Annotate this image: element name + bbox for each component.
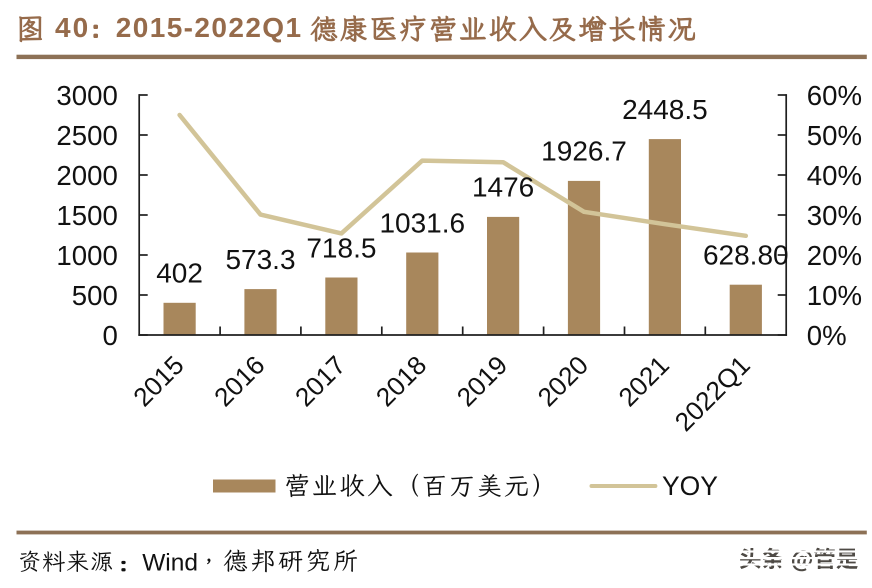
- svg-text:2017: 2017: [289, 350, 351, 412]
- svg-text:10%: 10%: [807, 280, 862, 311]
- svg-text:0%: 0%: [807, 320, 847, 351]
- svg-text:20%: 20%: [807, 240, 862, 271]
- svg-text:1031.6: 1031.6: [379, 207, 465, 238]
- svg-text:3000: 3000: [56, 80, 117, 111]
- svg-text:2018: 2018: [370, 350, 432, 412]
- svg-text:2016: 2016: [208, 350, 270, 412]
- svg-text:2015: 2015: [127, 350, 189, 412]
- svg-text:628.80: 628.80: [703, 240, 789, 271]
- svg-text:30%: 30%: [807, 200, 862, 231]
- svg-text:0: 0: [102, 320, 117, 351]
- svg-text:50%: 50%: [807, 120, 862, 151]
- svg-text:500: 500: [72, 280, 118, 311]
- svg-text:1476: 1476: [472, 172, 534, 203]
- svg-text:Wind: Wind: [142, 550, 198, 577]
- svg-text:1500: 1500: [56, 200, 117, 231]
- svg-text:2500: 2500: [56, 120, 117, 151]
- svg-text:1000: 1000: [56, 240, 117, 271]
- svg-text:YOY: YOY: [662, 471, 718, 501]
- svg-text:2022Q1: 2022Q1: [669, 350, 756, 437]
- svg-text:1926.7: 1926.7: [541, 136, 627, 167]
- svg-text:2015-2022Q1: 2015-2022Q1: [116, 12, 303, 43]
- svg-text:2000: 2000: [56, 160, 117, 191]
- svg-text:40: 40: [55, 12, 90, 43]
- svg-text:573.3: 573.3: [225, 244, 295, 275]
- svg-text:2020: 2020: [532, 350, 594, 412]
- svg-text:718.5: 718.5: [306, 232, 376, 263]
- svg-text:2448.5: 2448.5: [622, 94, 708, 125]
- svg-text:60%: 60%: [807, 80, 862, 111]
- svg-text:402: 402: [156, 258, 203, 289]
- svg-text:40%: 40%: [807, 160, 862, 191]
- svg-text:2019: 2019: [451, 350, 513, 412]
- svg-text:2021: 2021: [613, 350, 675, 412]
